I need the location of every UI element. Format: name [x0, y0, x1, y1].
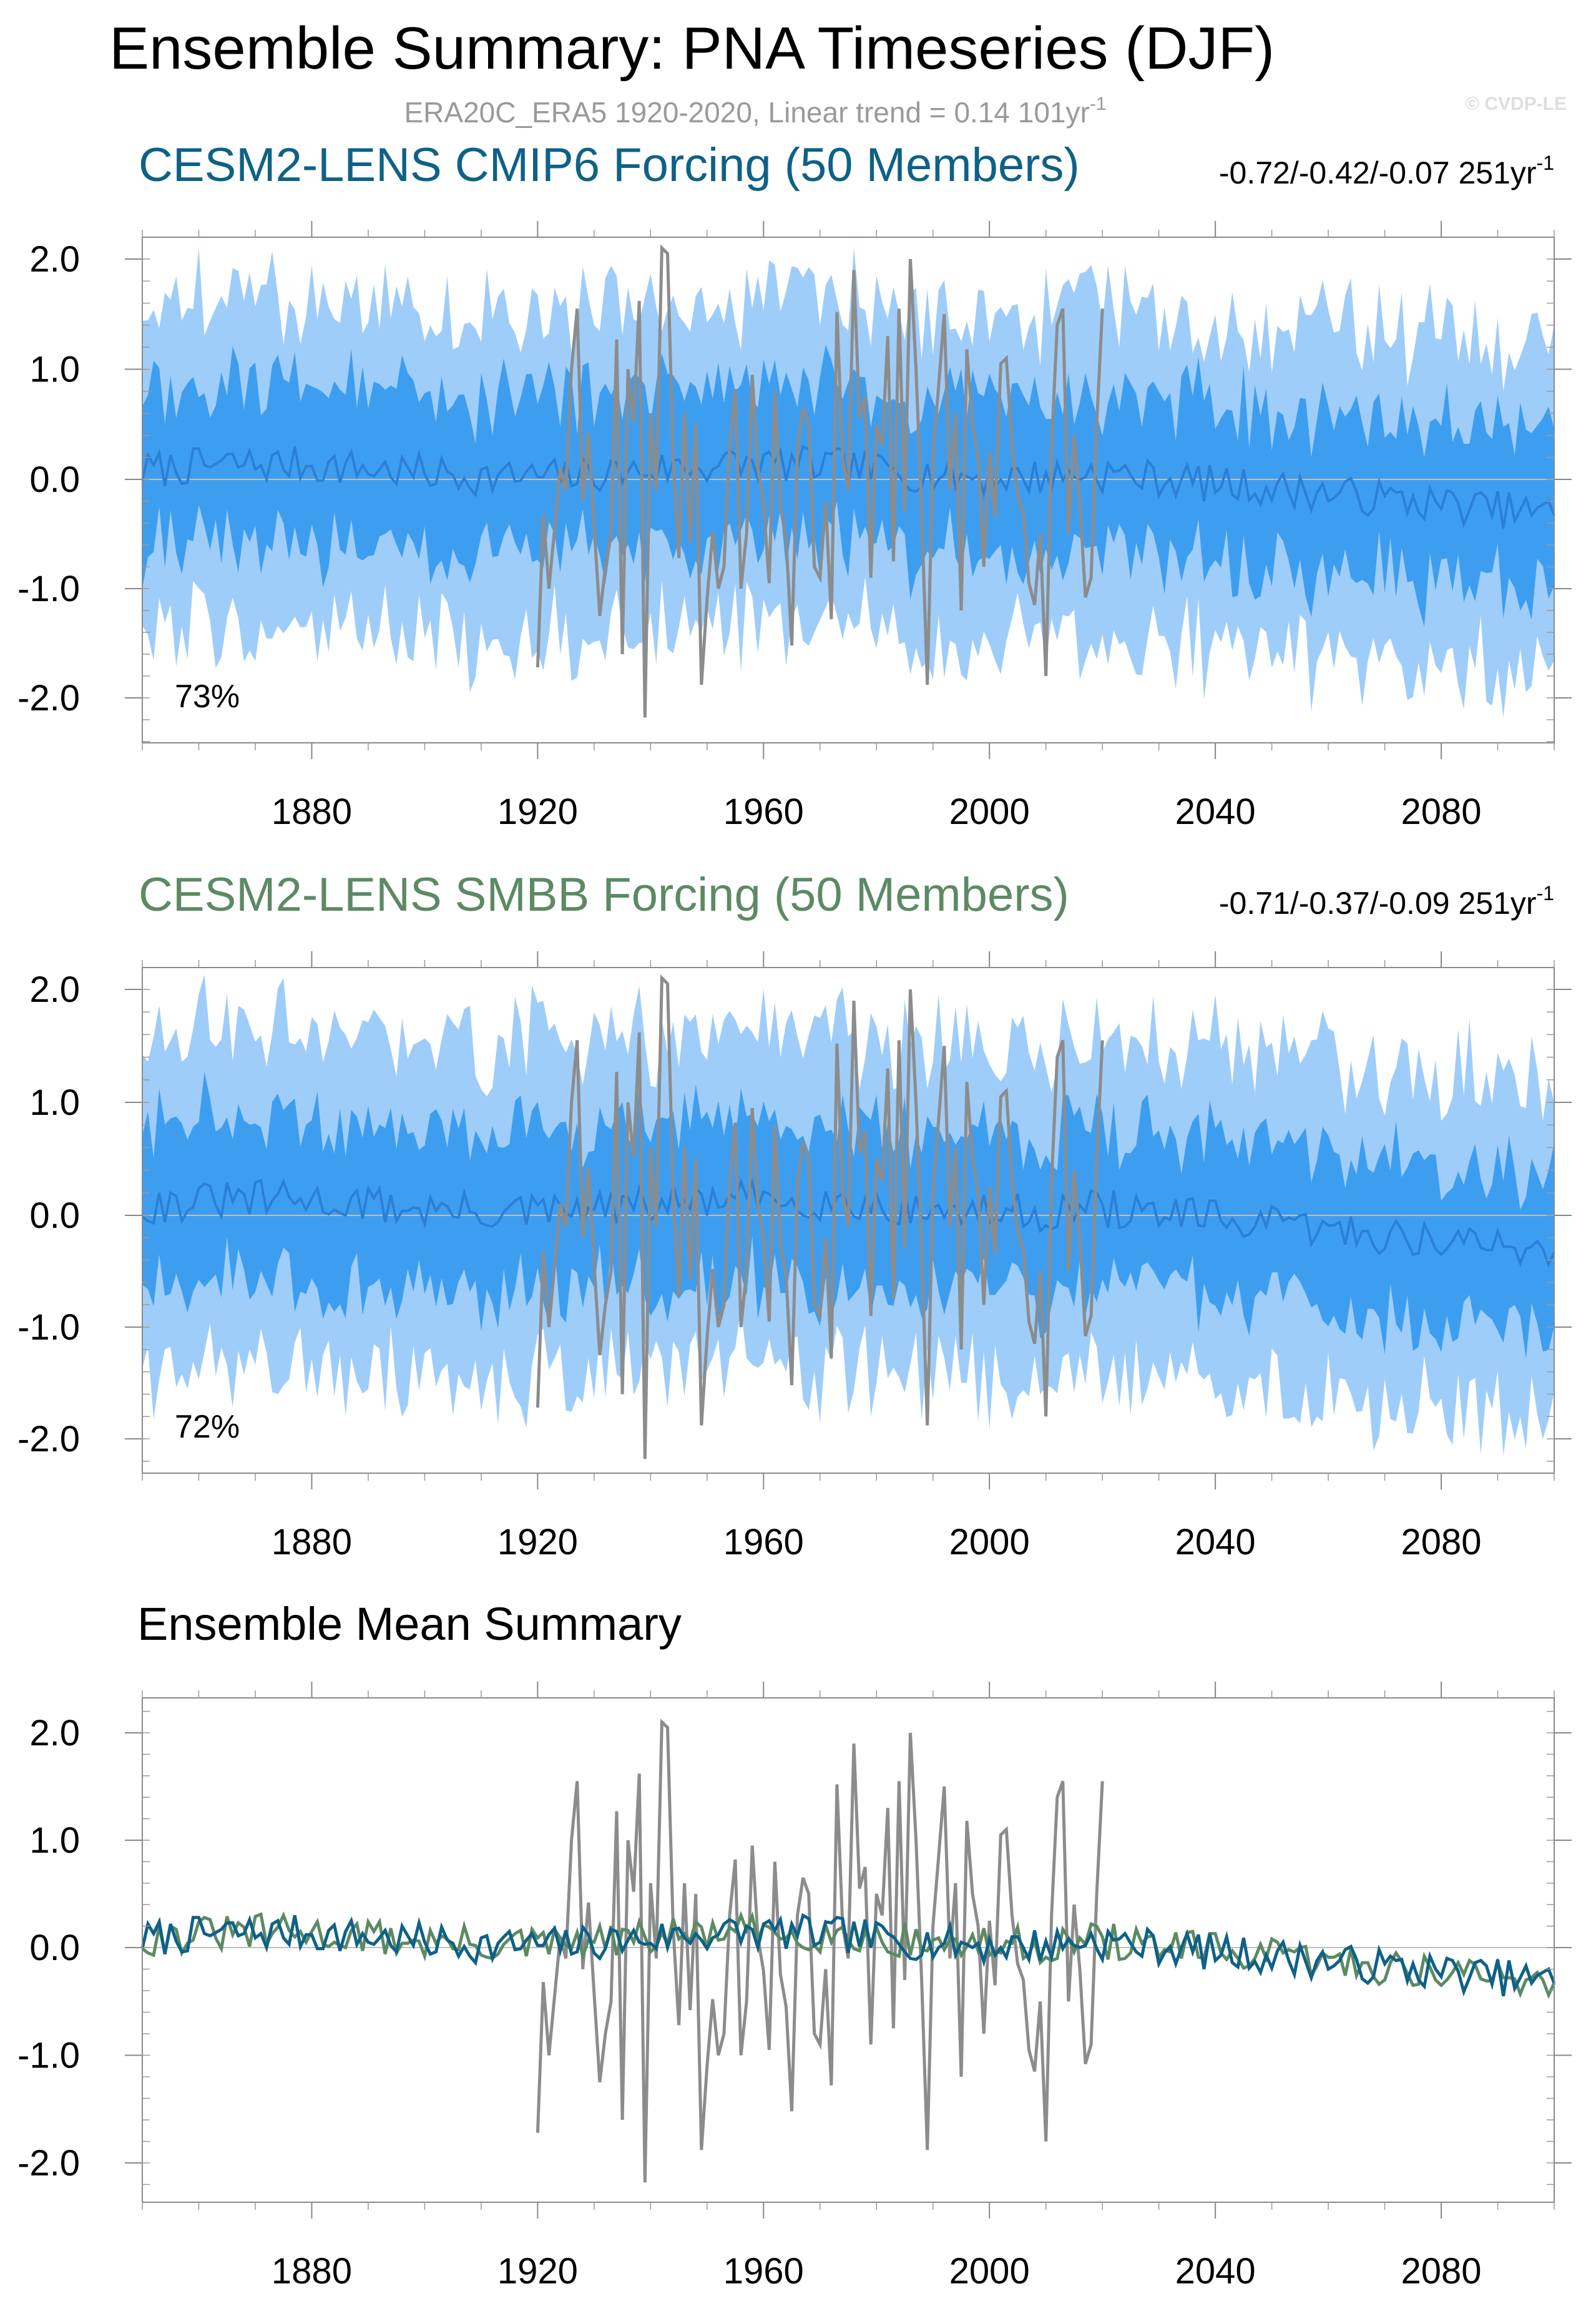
trend-label-cmip6: -0.72/-0.42/-0.07 251yr-1 [1219, 152, 1554, 190]
y-tick-label: 0.0 [29, 1928, 80, 1968]
x-tick-label: 2080 [1401, 1522, 1482, 1562]
panel-smbb: CESM2-LENS SMBB Forcing (50 Members) -0.… [17, 868, 1572, 1562]
plot-frame [142, 237, 1555, 743]
x-tick-label: 2080 [1401, 2251, 1482, 2292]
x-tick-label: 2040 [1175, 2251, 1256, 2292]
x-tick-label: 1880 [272, 792, 352, 832]
plot-frame [142, 967, 1555, 1474]
plot-area-cmip6: 2.0 1.0 0.0 -1.0 -2.0 1880 1920 1960 2000 2040 208… [17, 221, 1572, 832]
y-tick-label: 0.0 [29, 1195, 80, 1236]
observations-line [536, 974, 1104, 1459]
x-tick-label: 1880 [272, 1522, 352, 1562]
x-tick-label: 1880 [272, 2251, 352, 2292]
copyright-label: © CVDP-LE [1466, 94, 1567, 114]
y-tick-label: -2.0 [17, 678, 80, 718]
figure-subtitle: ERA20C_ERA5 1920-2020, Linear trend = 0.… [404, 94, 1106, 129]
percent-label-smbb: 72% [175, 1409, 240, 1445]
panel-title-smbb: CESM2-LENS SMBB Forcing (50 Members) [139, 868, 1069, 921]
panel-cmip6: CESM2-LENS CMIP6 Forcing (50 Members) -0… [17, 139, 1572, 832]
y-tick-label: -2.0 [17, 1419, 80, 1459]
x-tick-label: 2080 [1401, 792, 1482, 832]
plot-area-smbb: 2.0 1.0 0.0 -1.0 -2.0 1880 1920 1960 2000 2040 208… [17, 951, 1572, 1562]
figure-title: Ensemble Summary: PNA Timeseries (DJF) [109, 15, 1275, 82]
panel-mean: Ensemble Mean Summary 2.0 1.0 0.0 -1.0 -2.0 1… [17, 1598, 1572, 2292]
cmip6-mean-line [140, 1913, 1556, 1997]
y-tick-label: 1.0 [29, 1820, 80, 1861]
x-tick-label: 1920 [497, 1522, 578, 1562]
x-tick-label: 2040 [1175, 1522, 1256, 1562]
panel-title-cmip6: CESM2-LENS CMIP6 Forcing (50 Members) [139, 139, 1080, 192]
x-tick-label: 1960 [723, 792, 804, 832]
y-tick-label: 1.0 [29, 1082, 80, 1123]
x-tick-label: 1920 [497, 792, 578, 832]
y-tick-label: 2.0 [29, 239, 80, 280]
plot-area-mean: 2.0 1.0 0.0 -1.0 -2.0 1880 1920 1960 2000 2040 208… [17, 1682, 1572, 2292]
y-tick-label: 1.0 [29, 350, 80, 390]
x-tick-label: 2000 [949, 2251, 1030, 2292]
smbb-mean-line [141, 1911, 1556, 1999]
x-tick-label: 1920 [497, 2251, 578, 2292]
y-tick-label: -2.0 [17, 2143, 80, 2184]
y-tick-label: -1.0 [17, 1307, 80, 1348]
y-tick-label: -1.0 [17, 569, 80, 609]
x-tick-label: 2040 [1175, 792, 1256, 832]
trend-label-smbb: -0.71/-0.37/-0.09 251yr-1 [1219, 882, 1554, 921]
x-tick-label: 1960 [723, 2251, 804, 2292]
y-tick-label: -1.0 [17, 2036, 80, 2076]
observations-line [536, 1718, 1104, 2183]
x-tick-label: 2000 [949, 1522, 1030, 1562]
x-tick-label: 2000 [949, 792, 1030, 832]
x-tick-label: 1960 [723, 1522, 804, 1562]
percent-label-cmip6: 73% [175, 679, 240, 715]
y-tick-label: 0.0 [29, 459, 80, 500]
plot-frame [142, 1697, 1555, 2203]
y-tick-label: 2.0 [29, 1713, 80, 1753]
panel-title-mean: Ensemble Mean Summary [137, 1598, 682, 1650]
observations-line [536, 244, 1104, 718]
y-tick-label: 2.0 [29, 969, 80, 1010]
